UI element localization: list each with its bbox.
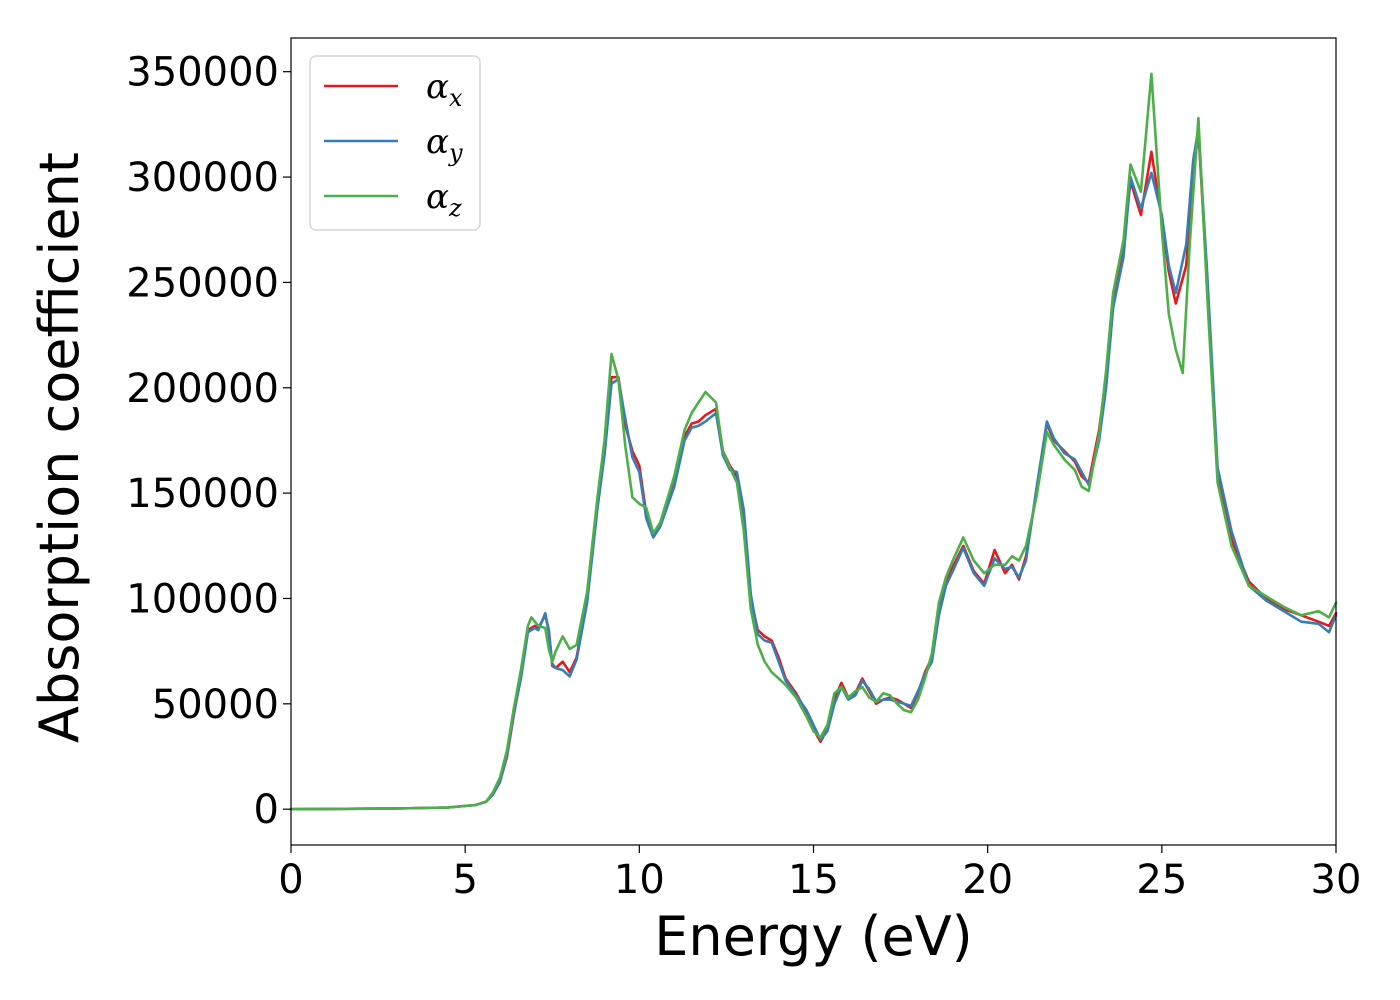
series-line-x: [289, 129, 1338, 811]
x-tick-label: 20: [962, 857, 1013, 903]
legend-label-y: αy: [426, 122, 463, 167]
x-axis-ticks: 0 5 10 15 20 25 30: [278, 845, 1361, 903]
x-tick-label: 5: [452, 857, 477, 903]
x-tick-label: 0: [278, 857, 303, 903]
y-tick-label: 250000: [126, 260, 279, 306]
x-tick-label: 25: [1136, 857, 1187, 903]
y-axis-ticks: 0 50000 100000 150000 200000 250000 300000 3500…: [126, 50, 291, 833]
y-tick-label: 0: [254, 787, 279, 833]
y-tick-label: 50000: [152, 682, 279, 728]
y-axis-title: Absorption coefficient: [28, 152, 91, 743]
x-axis-title: Energy (eV): [654, 905, 973, 968]
series-line-z: [289, 72, 1338, 811]
x-tick-label: 15: [788, 857, 839, 903]
y-tick-label: 350000: [126, 50, 279, 96]
legend: αx αy αz: [309, 55, 481, 231]
y-tick-label: 200000: [126, 366, 279, 412]
y-tick-label: 300000: [126, 155, 279, 201]
x-tick-label: 30: [1311, 857, 1362, 903]
y-tick-label: 150000: [126, 471, 279, 517]
legend-label-z: αz: [426, 177, 462, 222]
legend-label-x: αx: [426, 67, 463, 112]
series-layer: [289, 72, 1338, 811]
series-line-y: [289, 127, 1338, 811]
x-tick-label: 10: [614, 857, 665, 903]
legend-box: [309, 55, 481, 231]
y-tick-label: 100000: [126, 576, 279, 622]
